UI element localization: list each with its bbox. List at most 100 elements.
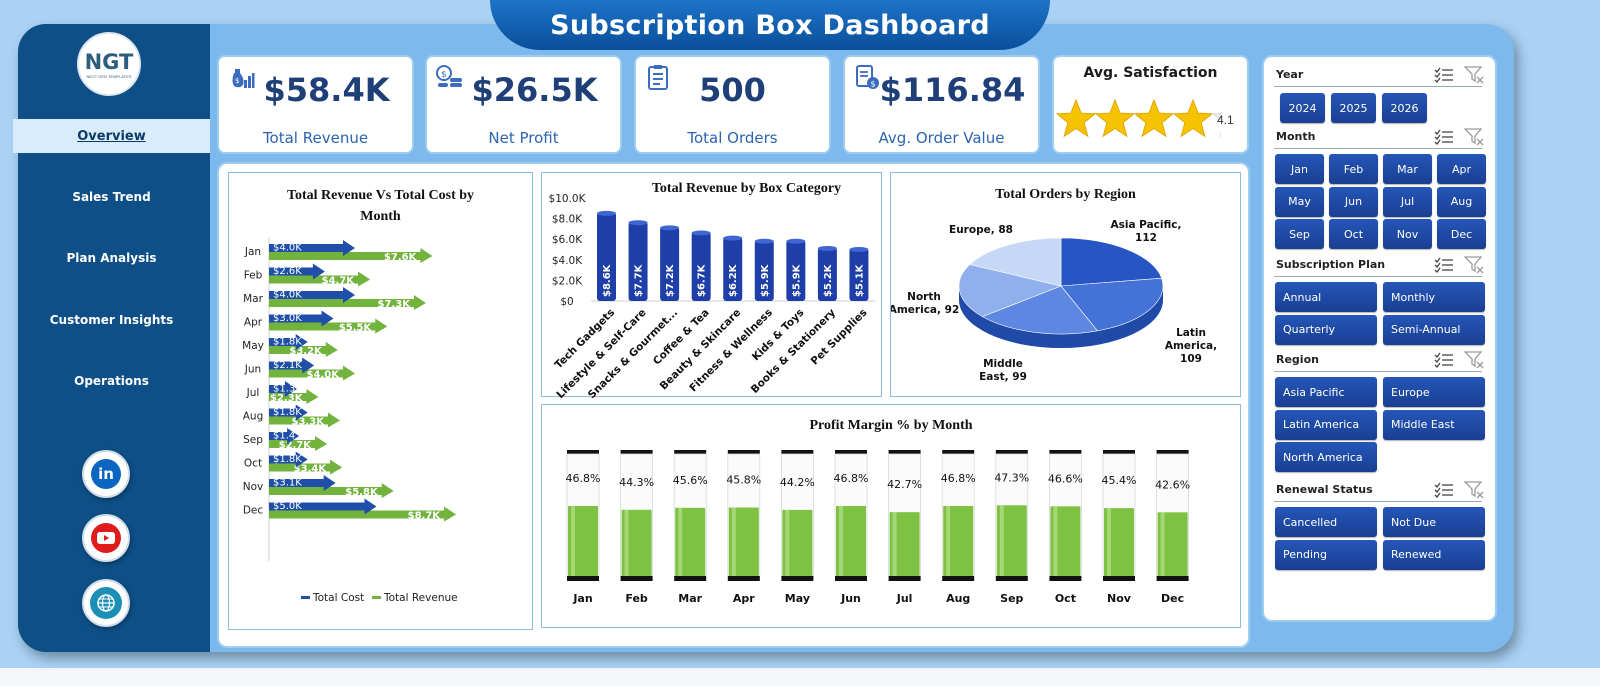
- category-bar: [849, 248, 869, 301]
- filter-option-subscription-plan-annual[interactable]: Annual: [1275, 282, 1377, 312]
- filter-option-year-2024[interactable]: 2024: [1280, 93, 1325, 123]
- filter-option-subscription-plan-semi-annual[interactable]: Semi-Annual: [1383, 314, 1485, 345]
- multi-select-icon[interactable]: [1434, 67, 1454, 88]
- filter-option-month-jun[interactable]: Jun: [1329, 186, 1378, 217]
- filter-option-year-2026[interactable]: 2026: [1382, 93, 1427, 123]
- clear-filter-icon[interactable]: [1463, 351, 1484, 374]
- background-footer: [0, 668, 1600, 686]
- filter-option-region-latin-america[interactable]: Latin America: [1275, 409, 1377, 440]
- filter-option-month-mar[interactable]: Mar: [1383, 154, 1432, 184]
- filter-option-month-oct[interactable]: Oct: [1329, 219, 1378, 249]
- cylinder-cap-bottom: [888, 576, 921, 581]
- revenue-label: $7.6K: [384, 252, 418, 263]
- filter-title: Renewal Status: [1276, 483, 1373, 496]
- cylinder-cap-bottom: [835, 576, 867, 581]
- filter-option-month-feb[interactable]: Feb: [1329, 154, 1378, 184]
- cost-arrow: [269, 310, 334, 327]
- filter-option-region-asia-pacific[interactable]: Asia Pacific: [1275, 377, 1377, 407]
- filter-option-renewal-status-renewed[interactable]: Renewed: [1383, 539, 1485, 570]
- nav-plan-analysis[interactable]: Plan Analysis: [66, 251, 157, 265]
- revenue-arrow: [269, 248, 433, 263]
- y-tick-label: $10.0K: [549, 193, 587, 205]
- category-value-label: $7.2K: [665, 263, 676, 297]
- filter-option-month-sep[interactable]: Sep: [1275, 219, 1324, 249]
- logo-text: NGT: [84, 49, 134, 74]
- star-filled-icon: [1133, 98, 1175, 138]
- month-label: Mar: [243, 293, 263, 305]
- multi-select-icon[interactable]: [1434, 257, 1454, 278]
- filter-option-subscription-plan-quarterly[interactable]: Quarterly: [1275, 314, 1377, 345]
- youtube-button[interactable]: [82, 514, 130, 562]
- pie-label: America,: [1165, 340, 1217, 352]
- margin-value-label: 46.8%: [941, 472, 976, 485]
- star-empty-icon: [1211, 112, 1221, 138]
- kpi-net-profit: $ $26.5K Net Profit: [425, 55, 622, 154]
- filter-option-month-may[interactable]: May: [1275, 186, 1324, 217]
- filter-option-renewal-status-cancelled[interactable]: Cancelled: [1275, 507, 1377, 537]
- clear-filter-icon[interactable]: [1463, 66, 1484, 89]
- revenue-arrow: [269, 342, 338, 357]
- nav-sales-trend[interactable]: Sales Trend: [72, 190, 151, 204]
- clear-filter-icon[interactable]: [1463, 128, 1484, 151]
- month-label: Nov: [243, 481, 264, 493]
- filter-option-month-dec[interactable]: Dec: [1437, 219, 1486, 249]
- pie-label: Latin: [1176, 327, 1206, 339]
- revenue-label: $5.5K: [339, 323, 373, 334]
- nav-overview[interactable]: Overview: [13, 119, 210, 153]
- star-filled-icon: [1172, 98, 1214, 138]
- filter-option-month-apr[interactable]: Apr: [1437, 154, 1486, 184]
- clear-filter-icon[interactable]: [1463, 481, 1484, 504]
- category-value-label: $5.9K: [760, 263, 771, 297]
- svg-text:$: $: [441, 70, 447, 80]
- filter-option-subscription-plan-monthly[interactable]: Monthly: [1383, 282, 1485, 312]
- cylinder-cap-top: [620, 450, 653, 454]
- linkedin-icon: in: [91, 459, 121, 489]
- filter-header-subscription-plan: Subscription Plan: [1274, 253, 1484, 279]
- y-tick-label: $4.0K: [552, 255, 583, 267]
- multi-select-icon[interactable]: [1434, 352, 1454, 373]
- filter-option-region-europe[interactable]: Europe: [1383, 377, 1485, 407]
- pie-label: America, 92: [891, 304, 959, 316]
- cost-label: $1.8K: [273, 337, 302, 348]
- filter-option-renewal-status-not-due[interactable]: Not Due: [1383, 507, 1485, 537]
- multi-select-icon[interactable]: [1434, 482, 1454, 503]
- satisfaction-label: Avg. Satisfaction: [1083, 65, 1218, 81]
- category-value-label: $5.2K: [823, 263, 834, 297]
- logo: NGT NEXT GEN TEMPLATES: [77, 32, 141, 96]
- linkedin-button[interactable]: in: [82, 450, 130, 498]
- svg-text:$: $: [235, 77, 239, 85]
- filter-option-month-nov[interactable]: Nov: [1383, 219, 1432, 249]
- month-label: Sep: [1000, 592, 1023, 605]
- margin-fill-highlight: [1107, 508, 1111, 576]
- revenue-arrow: [269, 295, 426, 310]
- multi-select-icon[interactable]: [1434, 129, 1454, 150]
- nav-customer-insights[interactable]: Customer Insights: [49, 313, 174, 327]
- category-bar-cap: [597, 210, 616, 216]
- filter-header-renewal-status: Renewal Status: [1274, 478, 1484, 504]
- filter-option-region-north-america[interactable]: North America: [1275, 442, 1377, 472]
- filter-option-month-jan[interactable]: Jan: [1275, 154, 1324, 184]
- cylinder-cap-bottom: [727, 576, 760, 581]
- margin-value-label: 44.3%: [619, 476, 654, 489]
- nav-operations[interactable]: Operations: [74, 374, 149, 388]
- category-bar: [754, 240, 774, 301]
- clear-filter-icon[interactable]: [1463, 256, 1484, 279]
- filter-header-region: Region: [1274, 348, 1484, 374]
- cylinder-cap-top: [1156, 450, 1189, 454]
- filter-option-month-jul[interactable]: Jul: [1383, 186, 1432, 217]
- filter-option-year-2025[interactable]: 2025: [1331, 93, 1376, 123]
- globe-button[interactable]: [82, 579, 130, 627]
- youtube-icon: [91, 523, 121, 553]
- margin-fill-highlight: [731, 507, 736, 576]
- pie-label: 109: [1180, 353, 1202, 365]
- pie-label: Europe, 88: [949, 224, 1013, 236]
- kpi-value: $116.84: [879, 71, 1026, 109]
- y-tick-label: $2.0K: [552, 275, 583, 287]
- filter-option-renewal-status-pending[interactable]: Pending: [1275, 539, 1377, 570]
- filter-option-month-aug[interactable]: Aug: [1437, 186, 1486, 217]
- category-bar-cap: [849, 246, 869, 252]
- cylinder-cap-bottom: [1156, 576, 1189, 581]
- category-bar-cap: [660, 225, 680, 231]
- cost-label: $1.8K: [273, 407, 302, 418]
- filter-option-region-middle-east[interactable]: Middle East: [1383, 409, 1485, 440]
